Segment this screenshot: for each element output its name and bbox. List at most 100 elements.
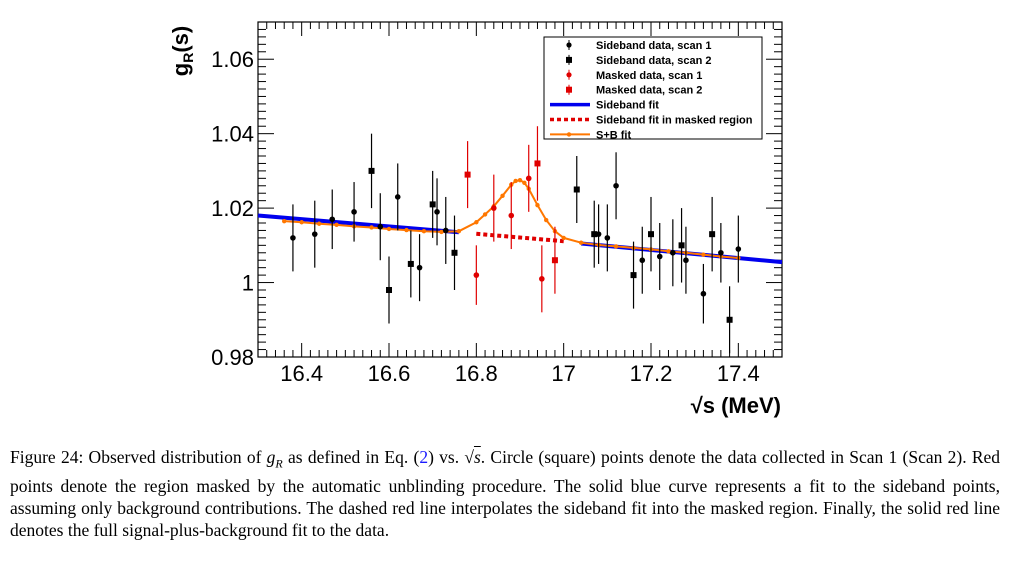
sb-fit-point [404, 227, 409, 233]
legend-label: S+B fit [596, 129, 631, 141]
sb-fit-point [513, 178, 518, 184]
data-point-square [709, 231, 716, 238]
legend-marker-sb-fit [566, 132, 572, 137]
y-axis-label: gR(s) [168, 26, 196, 76]
sb-fit-point [561, 235, 566, 241]
sb-fit-point [299, 220, 304, 225]
data-point-square [551, 257, 558, 264]
data-point-circle [700, 290, 707, 297]
sideband-fit-left [257, 213, 460, 235]
sqrt-symbol: √ [464, 447, 474, 467]
y-tick-label: 1.06 [211, 47, 254, 72]
x-tick-label: 17 [551, 361, 575, 386]
sb-fit-point [613, 244, 619, 249]
sb-fit-point [535, 202, 540, 208]
legend-label: Sideband fit [596, 100, 659, 112]
data-point-square [407, 260, 414, 267]
sb-fit-point [439, 229, 444, 235]
data-point-circle [491, 205, 497, 211]
data-point-square [386, 287, 392, 293]
sb-fit-point [282, 218, 287, 224]
figure-caption: Figure 24: Observed distribution of gR a… [10, 446, 1000, 541]
legend-label: Sideband fit in masked region [596, 115, 753, 127]
data-point-square [591, 231, 598, 238]
data-point-square [630, 272, 637, 279]
sb-fit-point [386, 226, 392, 232]
x-tick-label: 16.4 [280, 361, 323, 386]
data-point-circle [639, 257, 646, 264]
y-tick-label: 0.98 [211, 345, 254, 370]
legend-marker-square [566, 56, 572, 63]
caption-sqrt-arg: s [473, 447, 481, 467]
data-point-circle [394, 194, 401, 200]
sideband-fit-masked-region [476, 231, 564, 244]
x-axis-label: √s (MeV) [691, 393, 781, 418]
caption-var: g [266, 447, 276, 467]
data-point-square [451, 249, 458, 256]
sb-fit-point [544, 217, 549, 223]
sb-fit-point [421, 228, 427, 234]
data-point-circle [656, 253, 663, 260]
sb-fit-point [666, 249, 671, 254]
data-point-circle [416, 264, 423, 271]
data-point-circle [311, 231, 318, 237]
y-tick-label: 1.04 [211, 122, 254, 147]
data-point-circle [377, 223, 384, 230]
data-point-square [429, 201, 436, 208]
caption-prefix: Figure 24: Observed distribution of [10, 447, 267, 467]
caption-mid2: ) vs. [428, 447, 465, 467]
sb-fit-point [517, 177, 523, 183]
sb-fit-point [474, 220, 479, 225]
data-point-circle [329, 216, 336, 223]
data-point-circle [525, 175, 532, 182]
data-point-circle [613, 182, 619, 189]
sb-fit-point [369, 225, 374, 230]
caption-rest: . Circle (square) points denote the data… [10, 447, 1001, 540]
sb-fit-point [456, 228, 462, 234]
legend-label: Masked data, scan 1 [596, 70, 702, 82]
data-point-square [726, 316, 733, 323]
x-tick-label: 16.8 [455, 361, 498, 386]
figure-24-chart: 16.4 16.6 16.8 17 17.2 17.40.9811.021.041.06 … [168, 21, 783, 418]
sb-fit-point [701, 252, 706, 257]
sb-fit-point [482, 212, 488, 217]
x-tick-label: 17.2 [630, 361, 673, 386]
data-point-circle [735, 246, 742, 252]
sb-fit-point [578, 240, 584, 245]
data-point-circle [539, 276, 545, 282]
legend-marker-circle [566, 72, 572, 78]
data-point-square [534, 160, 541, 167]
data-point-circle [434, 209, 440, 215]
data-point-square [648, 231, 654, 238]
data-point-circle [290, 235, 296, 241]
data-point-square [573, 186, 580, 193]
data-point-square [678, 242, 685, 249]
data-point-square [368, 167, 375, 174]
legend-label: Masked data, scan 2 [596, 85, 702, 97]
sb-fit-point [522, 180, 527, 185]
caption-mid1: as defined in Eq. ( [282, 447, 420, 467]
caption-var-subscript: R [275, 456, 283, 471]
legend-marker-circle [566, 42, 572, 48]
data-point-circle [683, 257, 689, 264]
legend-label: Sideband data, scan 1 [596, 40, 712, 52]
x-tick-label: 17.4 [717, 361, 760, 386]
legend-box [543, 36, 763, 140]
data-point-square [464, 171, 471, 178]
data-point-circle [508, 212, 515, 219]
y-tick-label: 1 [242, 271, 254, 296]
sb-fit-point [316, 221, 322, 226]
data-point-circle [604, 235, 611, 241]
data-point-circle [473, 272, 480, 278]
caption-eq-link[interactable]: 2 [419, 447, 429, 467]
sb-fit-point [500, 193, 505, 199]
x-tick-label: 16.6 [368, 361, 411, 386]
sb-fit-point [334, 222, 339, 228]
data-point-circle [718, 249, 724, 256]
data-point-circle [670, 249, 676, 256]
data-point-circle [351, 209, 357, 215]
legend-marker-square [566, 86, 572, 93]
legend-label: Sideband data, scan 2 [596, 55, 712, 67]
data-point-circle [442, 227, 449, 234]
y-tick-label: 1.02 [211, 196, 254, 221]
